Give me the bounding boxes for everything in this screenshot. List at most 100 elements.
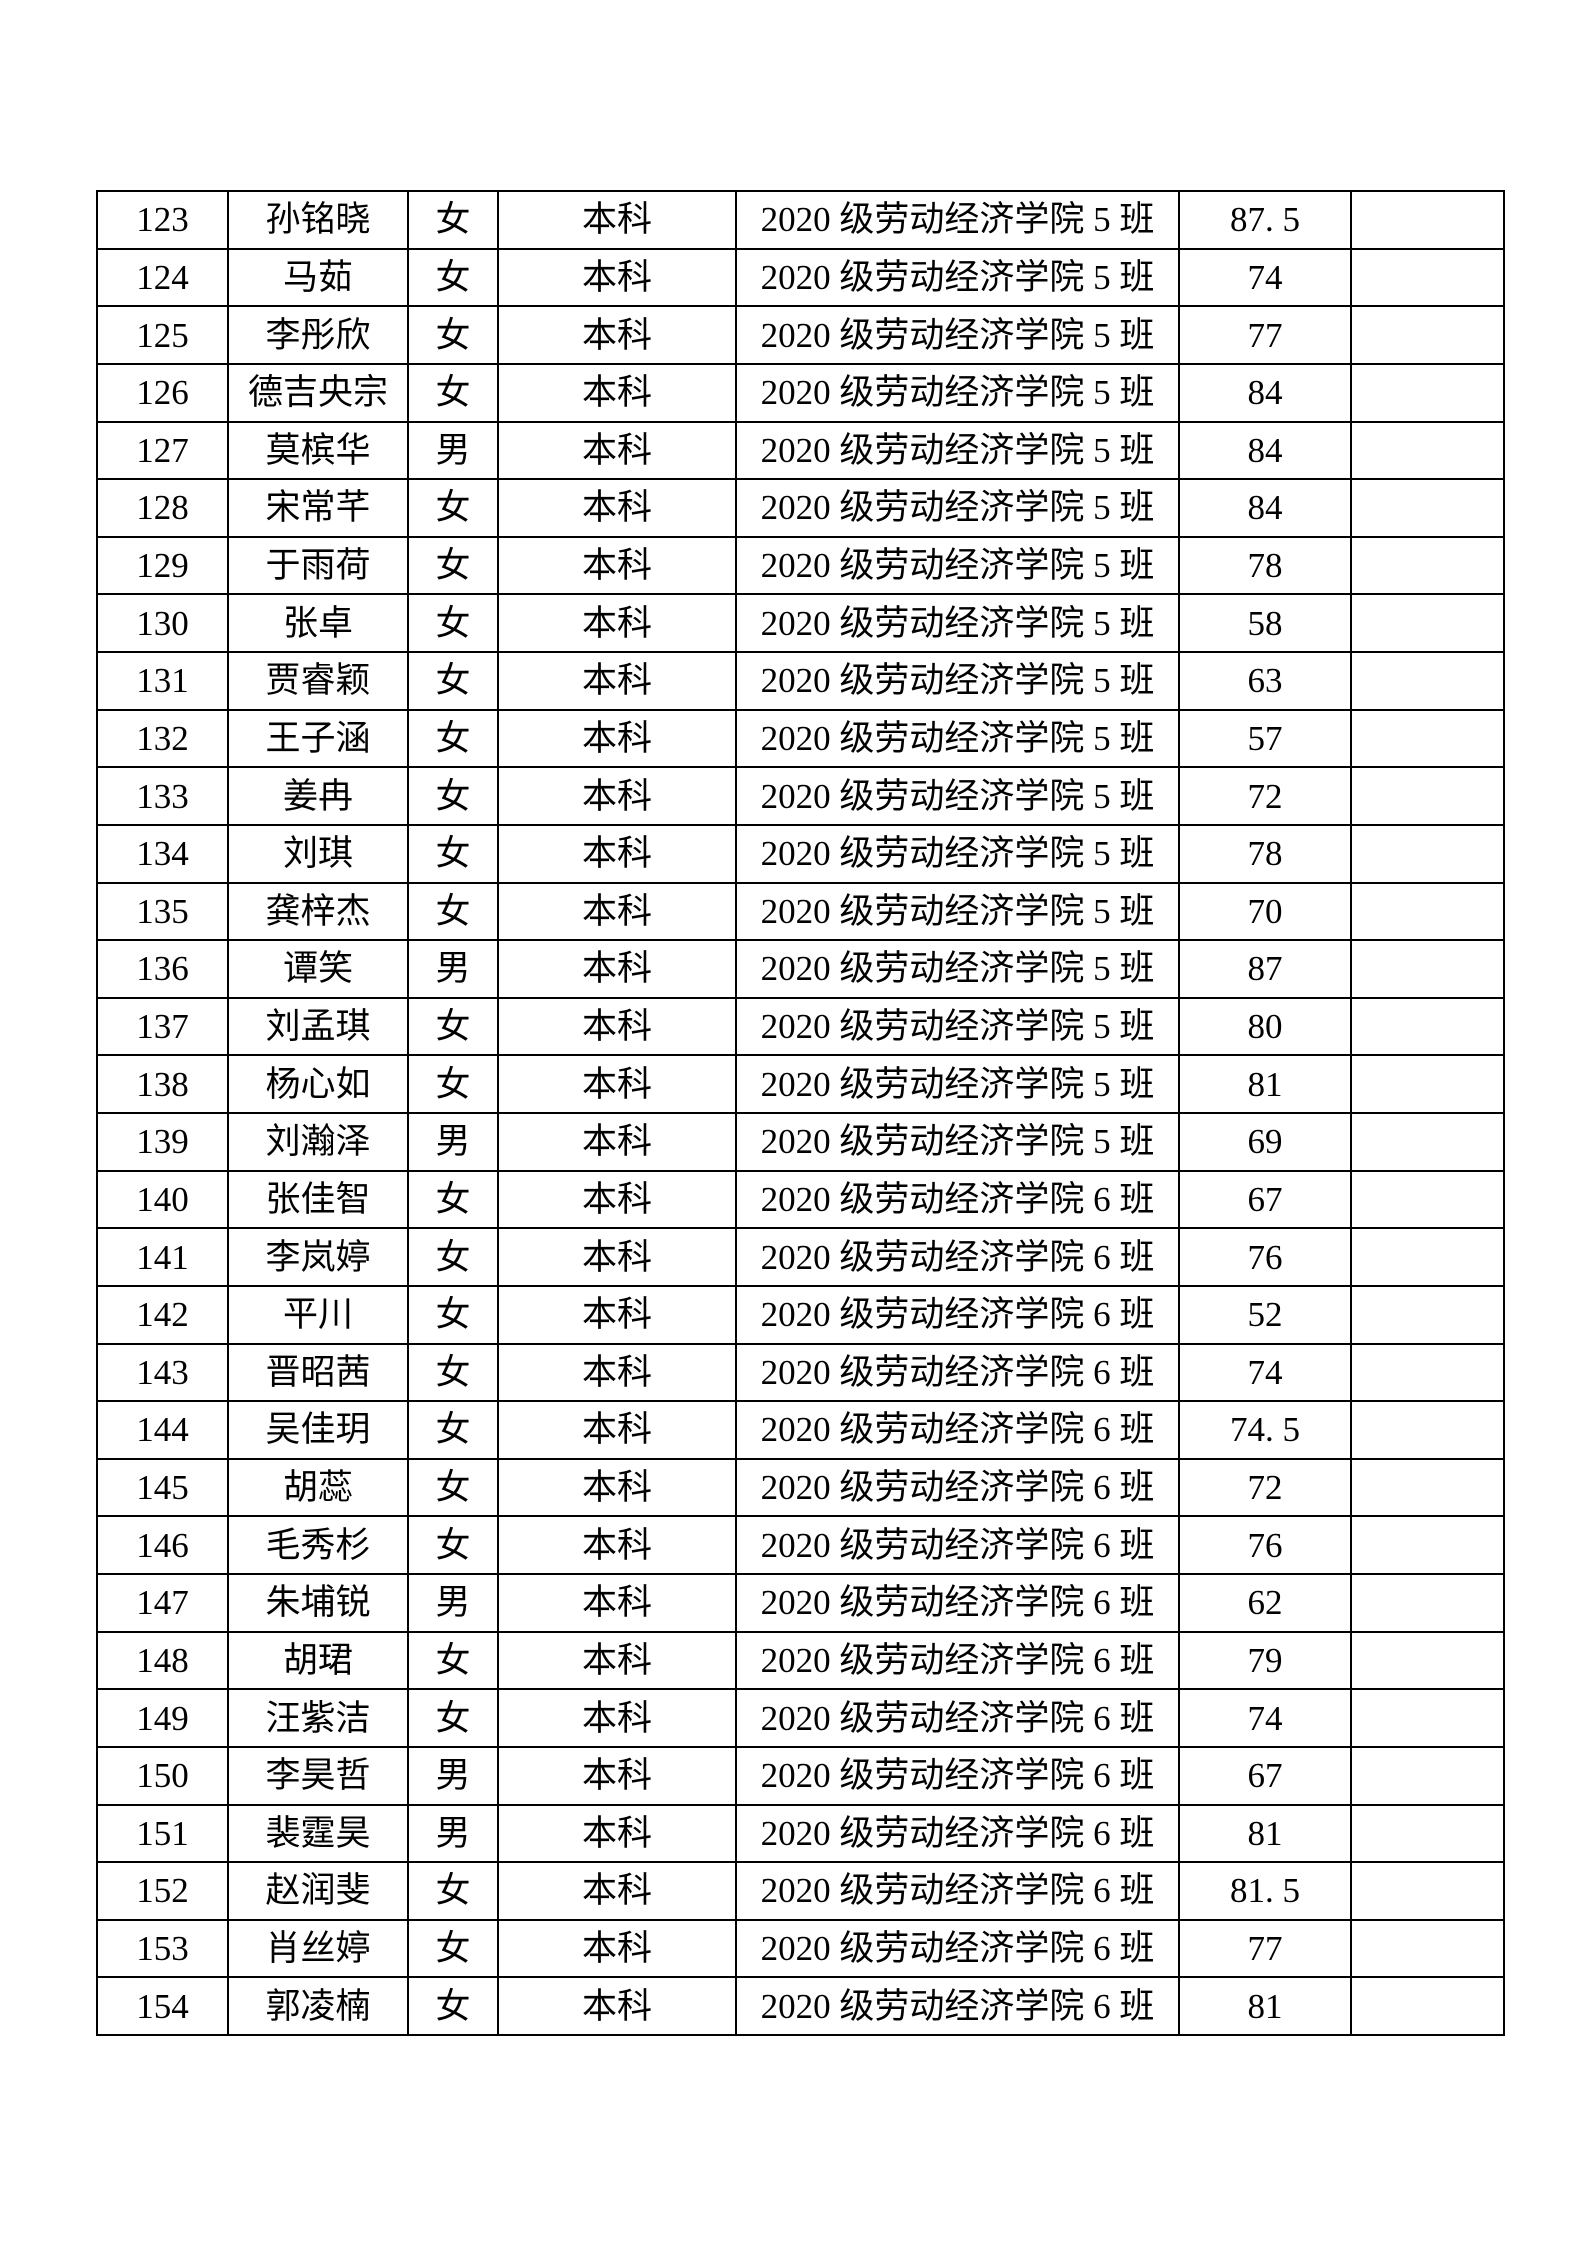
cell-score: 72 <box>1178 1457 1352 1518</box>
cell-gender: 女 <box>407 996 499 1057</box>
cell-education-level: 本科 <box>497 1054 737 1114</box>
cell-class: 2020 级劳动经济学院 5 班 <box>735 1112 1180 1172</box>
cell-row-number: 154 <box>96 1976 229 2036</box>
cell-gender: 女 <box>407 708 499 769</box>
cell-row-number: 132 <box>96 708 229 769</box>
cell-education-level: 本科 <box>497 305 737 365</box>
cell-education-level: 本科 <box>497 478 737 538</box>
table-row: 127 莫槟华 男 本科 2020 级劳动经济学院 5 班 84 <box>96 420 1505 481</box>
cell-score: 76 <box>1178 1515 1352 1575</box>
cell-education-level: 本科 <box>497 1284 737 1345</box>
cell-student-name: 刘孟琪 <box>227 996 409 1057</box>
cell-remark <box>1350 1976 1505 2036</box>
table-row: 134 刘琪 女 本科 2020 级劳动经济学院 5 班 78 <box>96 823 1505 884</box>
table-row: 132 王子涵 女 本科 2020 级劳动经济学院 5 班 57 <box>96 708 1505 769</box>
cell-gender: 女 <box>407 1400 499 1460</box>
cell-score: 72 <box>1178 766 1352 826</box>
cell-remark <box>1350 1284 1505 1345</box>
cell-gender: 女 <box>407 1918 499 1979</box>
cell-remark <box>1350 823 1505 884</box>
cell-education-level: 本科 <box>497 1630 737 1691</box>
cell-score: 74 <box>1178 1342 1352 1403</box>
table-row: 147 朱埔锐 男 本科 2020 级劳动经济学院 6 班 62 <box>96 1573 1505 1633</box>
table-row: 153 肖丝婷 女 本科 2020 级劳动经济学院 6 班 77 <box>96 1918 1505 1979</box>
cell-score: 80 <box>1178 996 1352 1057</box>
cell-row-number: 153 <box>96 1918 229 1979</box>
cell-row-number: 141 <box>96 1227 229 1287</box>
cell-student-name: 晋昭茜 <box>227 1342 409 1403</box>
cell-remark <box>1350 996 1505 1057</box>
cell-score: 78 <box>1178 823 1352 884</box>
cell-student-name: 胡珺 <box>227 1630 409 1691</box>
cell-education-level: 本科 <box>497 1803 737 1864</box>
cell-gender: 女 <box>407 1342 499 1403</box>
cell-row-number: 131 <box>96 651 229 711</box>
cell-student-name: 龚梓杰 <box>227 881 409 942</box>
cell-student-name: 李昊哲 <box>227 1745 409 1806</box>
cell-remark <box>1350 593 1505 653</box>
cell-gender: 女 <box>407 1054 499 1114</box>
cell-gender: 男 <box>407 1573 499 1633</box>
cell-class: 2020 级劳动经济学院 6 班 <box>735 1688 1180 1748</box>
cell-student-name: 马茹 <box>227 247 409 308</box>
cell-remark <box>1350 247 1505 308</box>
cell-student-name: 李彤欣 <box>227 305 409 365</box>
cell-gender: 女 <box>407 651 499 711</box>
cell-gender: 女 <box>407 305 499 365</box>
cell-row-number: 123 <box>96 190 229 250</box>
table-row: 130 张卓 女 本科 2020 级劳动经济学院 5 班 58 <box>96 593 1505 653</box>
cell-class: 2020 级劳动经济学院 5 班 <box>735 939 1180 999</box>
cell-row-number: 146 <box>96 1515 229 1575</box>
cell-score: 81 <box>1178 1054 1352 1114</box>
cell-education-level: 本科 <box>497 1573 737 1633</box>
table-row: 141 李岚婷 女 本科 2020 级劳动经济学院 6 班 76 <box>96 1227 1505 1287</box>
cell-gender: 女 <box>407 593 499 653</box>
cell-education-level: 本科 <box>497 1169 737 1230</box>
cell-education-level: 本科 <box>497 1400 737 1460</box>
cell-gender: 女 <box>407 535 499 596</box>
cell-education-level: 本科 <box>497 247 737 308</box>
cell-score: 74. 5 <box>1178 1400 1352 1460</box>
cell-education-level: 本科 <box>497 1515 737 1575</box>
cell-gender: 女 <box>407 362 499 423</box>
cell-row-number: 145 <box>96 1457 229 1518</box>
cell-row-number: 149 <box>96 1688 229 1748</box>
cell-row-number: 150 <box>96 1745 229 1806</box>
student-roster-table: 123 孙铭晓 女 本科 2020 级劳动经济学院 5 班 87. 5 124 … <box>96 190 1505 2036</box>
cell-score: 77 <box>1178 1918 1352 1979</box>
cell-student-name: 汪紫洁 <box>227 1688 409 1748</box>
student-roster-body: 123 孙铭晓 女 本科 2020 级劳动经济学院 5 班 87. 5 124 … <box>96 190 1505 2036</box>
cell-remark <box>1350 939 1505 999</box>
cell-class: 2020 级劳动经济学院 5 班 <box>735 881 1180 942</box>
cell-gender: 女 <box>407 190 499 250</box>
cell-gender: 女 <box>407 1976 499 2036</box>
cell-score: 87 <box>1178 939 1352 999</box>
cell-remark <box>1350 766 1505 826</box>
cell-score: 58 <box>1178 593 1352 653</box>
cell-class: 2020 级劳动经济学院 5 班 <box>735 190 1180 250</box>
cell-remark <box>1350 1112 1505 1172</box>
cell-class: 2020 级劳动经济学院 6 班 <box>735 1573 1180 1633</box>
cell-student-name: 胡蕊 <box>227 1457 409 1518</box>
cell-student-name: 王子涵 <box>227 708 409 769</box>
table-row: 133 姜冉 女 本科 2020 级劳动经济学院 5 班 72 <box>96 766 1505 826</box>
cell-row-number: 125 <box>96 305 229 365</box>
cell-student-name: 吴佳玥 <box>227 1400 409 1460</box>
cell-remark <box>1350 1573 1505 1633</box>
table-row: 137 刘孟琪 女 本科 2020 级劳动经济学院 5 班 80 <box>96 996 1505 1057</box>
cell-gender: 女 <box>407 823 499 884</box>
cell-class: 2020 级劳动经济学院 6 班 <box>735 1918 1180 1979</box>
cell-student-name: 平川 <box>227 1284 409 1345</box>
cell-gender: 女 <box>407 1457 499 1518</box>
table-row: 131 贾睿颖 女 本科 2020 级劳动经济学院 5 班 63 <box>96 651 1505 711</box>
cell-row-number: 144 <box>96 1400 229 1460</box>
cell-class: 2020 级劳动经济学院 6 班 <box>735 1861 1180 1921</box>
cell-row-number: 128 <box>96 478 229 538</box>
cell-gender: 女 <box>407 1169 499 1230</box>
cell-gender: 女 <box>407 247 499 308</box>
cell-gender: 男 <box>407 1745 499 1806</box>
cell-gender: 女 <box>407 1284 499 1345</box>
cell-student-name: 德吉央宗 <box>227 362 409 423</box>
table-row: 136 谭笑 男 本科 2020 级劳动经济学院 5 班 87 <box>96 939 1505 999</box>
cell-education-level: 本科 <box>497 593 737 653</box>
